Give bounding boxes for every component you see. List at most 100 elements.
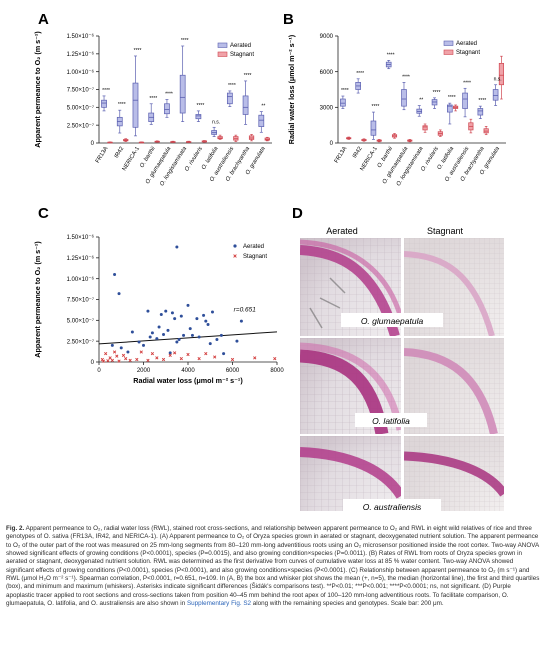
legend: Aerated Stagnant	[443, 40, 480, 56]
correlation-annotation: r=0.651	[234, 307, 257, 314]
panel-d-micrographs: Aerated Stagnant	[300, 226, 504, 513]
scatter-point-aerated	[188, 327, 192, 331]
box-aerated	[401, 89, 407, 107]
scatter-point-aerated	[110, 343, 114, 347]
box-aerated	[132, 82, 139, 128]
significance-marker: ****	[244, 73, 252, 79]
panel-letter-a: A	[38, 11, 49, 28]
panel-letter-b: B	[283, 11, 294, 28]
figure-canvas: A B C D 0 2.50×10⁻⁷ 5.00×10⁻⁷ 7.50×10⁻⁷ 1.00…	[33, 11, 506, 513]
y-tick-label: 1.50×10⁻⁶	[67, 234, 95, 241]
chart-b-water-loss-boxplot: 0 3000 6000 9000 Radial water loss (μmol m⁻²…	[287, 34, 506, 187]
caption-end: along with the remaining species and gen…	[251, 600, 444, 608]
box-aerated	[164, 103, 170, 115]
significance-marker: **	[419, 98, 423, 104]
micrograph-row-australiensis	[300, 436, 504, 511]
significance-marker: n.s.	[494, 77, 502, 83]
scatter-point-aerated	[186, 303, 190, 307]
scatter-point-aerated	[175, 340, 179, 344]
scatter-point-aerated	[202, 313, 206, 317]
scatter-point-aerated	[219, 333, 223, 337]
species-label-australiensis: O. australiensis	[363, 502, 422, 512]
y-tick-label: 1.25×10⁻⁶	[67, 51, 95, 58]
y-axis-label: Apparent permeance to O₂ (m s⁻¹)	[33, 241, 42, 358]
scatter-point-stagnant	[146, 358, 150, 362]
y-tick-label: 1.25×10⁻⁶	[67, 255, 95, 262]
scatter-point-stagnant	[168, 353, 172, 357]
label-box-glumaepatula	[341, 313, 443, 327]
scatter-point-aerated	[130, 330, 134, 334]
legend-label-aerated: Aerated	[456, 41, 477, 47]
scatter-point-stagnant	[179, 357, 183, 361]
significance-marker: ****	[448, 95, 456, 101]
figure-caption: Fig. 2. Apparent permeance to O₂, radial…	[6, 525, 540, 608]
legend: Aerated Stagnant	[217, 42, 254, 58]
y-tick-label: 1.50×10⁻⁶	[67, 33, 95, 40]
x-tick-label: 4000	[181, 368, 195, 374]
legend-label-stagnant: Stagnant	[243, 254, 267, 260]
significance-marker: ****	[341, 88, 349, 94]
scatter-point-stagnant	[139, 350, 143, 354]
scatter-point-aerated	[197, 335, 201, 339]
scatter-point-aerated	[119, 346, 123, 350]
significance-marker: n.s.	[212, 119, 220, 125]
scatter-point-stagnant	[106, 359, 110, 363]
supplementary-figure-link[interactable]: Supplementary Fig. S2	[186, 600, 252, 608]
scatter-point-aerated	[235, 339, 239, 343]
significance-marker: ****	[387, 52, 395, 58]
micrograph-row-glumaepatula	[300, 238, 504, 336]
column-header-stagnant: Stagnant	[427, 226, 464, 236]
significance-marker: ****	[149, 96, 157, 102]
significance-marker: ****	[165, 91, 173, 97]
scatter-point-aerated	[190, 333, 194, 337]
legend-swatch-stagnant	[443, 49, 454, 55]
scatter-point-stagnant	[115, 354, 119, 358]
scatter-point-aerated	[146, 309, 150, 313]
scatter-point-stagnant	[155, 356, 159, 360]
scatter-point-aerated	[210, 310, 214, 314]
scatter-point-aerated	[177, 338, 181, 341]
scatter-point-stagnant	[110, 358, 114, 362]
x-category-label: FR13A	[334, 146, 349, 165]
y-axis-label: Apparent permeance to O₂ (m s⁻¹)	[33, 31, 42, 148]
scatter-point-stagnant	[213, 355, 217, 359]
x-axis-label: Radial water loss (μmol m⁻² s⁻¹)	[133, 376, 243, 385]
legend: Aerated Stagnant	[233, 244, 267, 260]
scatter-point-stagnant	[173, 351, 177, 355]
significance-marker: **	[261, 104, 265, 110]
y-tick-label: 5.00×10⁻⁷	[67, 105, 94, 112]
legend-swatch-stagnant	[217, 51, 228, 57]
y-tick-label: 7.50×10⁻⁷	[67, 297, 94, 304]
scatter-point-aerated	[206, 323, 210, 326]
y-axis-label: Radial water loss (μmol m⁻² s⁻¹)	[287, 34, 296, 144]
scatter-point-stagnant	[104, 352, 108, 356]
scatter-point-aerated	[182, 333, 186, 337]
scatter-point-stagnant	[150, 352, 155, 356]
species-label-glumaepatula: O. glumaepatula	[361, 316, 424, 326]
significance-marker: ****	[463, 80, 471, 86]
y-tick-label: 9000	[320, 34, 334, 40]
scatter-point-aerated	[208, 342, 212, 346]
box-stagnant	[498, 62, 504, 86]
scatter-point-aerated	[195, 317, 199, 321]
scatter-point-stagnant	[135, 357, 139, 362]
scatter-point-aerated	[170, 311, 174, 315]
y-tick-label: 7.50×10⁻⁷	[67, 87, 94, 94]
x-tick-label: 8000	[270, 368, 284, 374]
scatter-point-aerated	[173, 317, 177, 321]
box-stagnant	[422, 125, 428, 131]
scatter-point-aerated	[204, 319, 208, 323]
label-box-australiensis	[343, 499, 441, 513]
box-aerated	[340, 98, 346, 107]
scatter-point-stagnant	[186, 352, 190, 357]
legend-swatch-aerated	[443, 40, 454, 46]
chart-c-scatter-plot: 0 2.50×10⁻⁷ 5.00×10⁻⁷ 7.50×10⁻⁷ 1.00×10⁻⁶ 1.2…	[33, 234, 284, 385]
scatter-point-stagnant	[121, 353, 126, 357]
micrograph-aerated-australiensis	[300, 436, 401, 511]
significance-marker: ****	[197, 103, 205, 109]
y-tick-label: 1.00×10⁻⁶	[67, 276, 95, 283]
scatter-point-stagnant	[197, 357, 201, 361]
y-tick-label: 0	[330, 141, 334, 147]
scatter-point-stagnant	[161, 357, 166, 362]
label-box-latifolia	[355, 413, 427, 427]
